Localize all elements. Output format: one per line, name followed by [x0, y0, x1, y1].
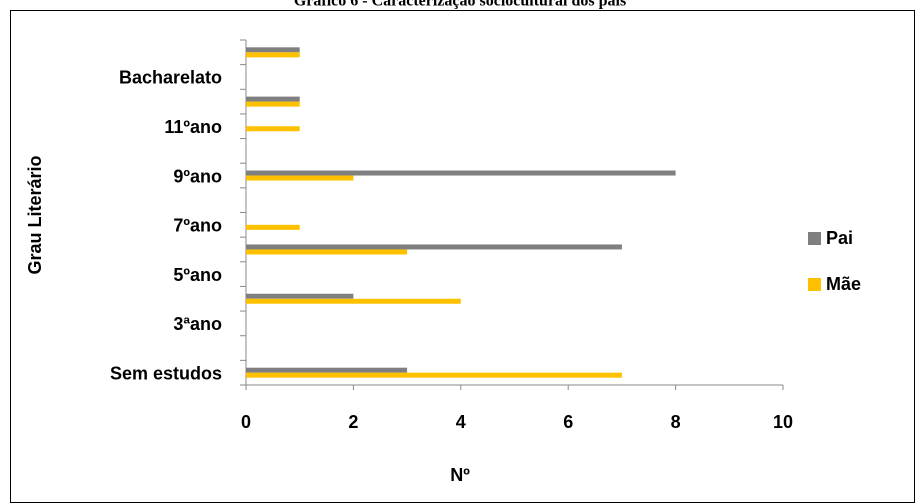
bar [246, 96, 300, 102]
x-tick-label: 6 [563, 412, 573, 432]
x-tick-label: 4 [456, 412, 466, 432]
y-tick-label: 11ºano [164, 117, 222, 137]
legend-swatch [808, 278, 821, 291]
bar [246, 293, 354, 299]
bar [246, 224, 300, 230]
bar [246, 367, 408, 373]
y-tick-label: 9ºano [173, 166, 222, 186]
bar [246, 249, 408, 255]
y-tick-label: Sem estudos [110, 363, 222, 383]
bar [246, 101, 300, 107]
bar [246, 47, 300, 53]
y-tick-label: Bacharelato [119, 68, 222, 88]
bar [246, 298, 461, 304]
bar [246, 372, 622, 378]
bar [246, 175, 354, 181]
bar [246, 52, 300, 58]
bar [246, 126, 300, 132]
legend-label: Pai [826, 228, 853, 248]
x-tick-label: 10 [773, 412, 793, 432]
x-tick-label: 0 [241, 412, 251, 432]
bar [246, 170, 676, 176]
y-tick-label: 3ªano [173, 314, 222, 334]
x-axis-title: Nº [450, 465, 470, 485]
chart-border [10, 10, 915, 503]
legend-swatch [808, 232, 821, 245]
y-tick-label: 5ºano [173, 265, 222, 285]
x-tick-label: 8 [671, 412, 681, 432]
bar [246, 244, 622, 250]
x-tick-label: 2 [348, 412, 358, 432]
y-axis-title: Grau Literário [25, 155, 45, 274]
legend-label: Mãe [826, 274, 861, 294]
y-tick-label: 7ºano [173, 216, 222, 236]
chart-title: Gráfico 6 - Caracterização sociocultural… [294, 0, 626, 10]
